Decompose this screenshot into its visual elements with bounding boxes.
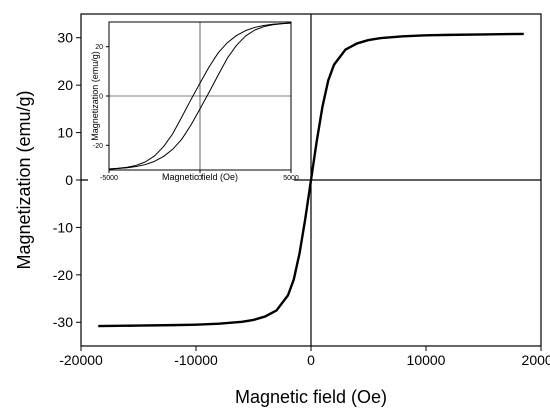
main-x-tick-label: 20000 — [522, 352, 550, 368]
inset-ticks: -5000 0 5000 -20 0 20 — [93, 44, 299, 182]
inset-y-axis-label: Magnetization (emu/g) — [90, 51, 100, 141]
main-x-tick-label: -10000 — [174, 352, 218, 368]
main-y-tick-label: 10 — [57, 124, 73, 140]
inset-y-tick-label: -20 — [93, 143, 103, 150]
main-y-tick-label: -30 — [53, 314, 73, 330]
inset-axes — [109, 22, 291, 170]
main-y-tick-label: 0 — [65, 172, 73, 188]
main-x-tick-label: 0 — [307, 352, 315, 368]
inset-x-axis-label: Magnetic field (Oe) — [162, 172, 238, 182]
inset-y-tick-label: 20 — [95, 44, 103, 51]
main-y-tick-label: -10 — [53, 219, 73, 235]
main-y-axis-label: Magnetization (emu/g) — [14, 90, 34, 269]
main-y-tick-label: 30 — [57, 30, 73, 46]
inset-series-line-0 — [108, 22, 292, 170]
main-x-axis-label: Magnetic field (Oe) — [235, 387, 387, 407]
inset-y-tick-label: 0 — [99, 93, 103, 100]
inset-x-tick-label: -5000 — [100, 175, 118, 182]
main-series-line-0 — [98, 32, 524, 328]
main-ticks: -20000 -10000 0 10000 20000 -30 -20 -10 0 10 20 30 — [53, 30, 550, 368]
inset-series-line-1 — [108, 22, 292, 170]
inset-series — [108, 22, 292, 170]
inset-x-tick-label: 5000 — [283, 175, 299, 182]
main-series — [98, 32, 524, 328]
main-x-tick-label: 10000 — [407, 352, 446, 368]
main-y-tick-label: -20 — [53, 267, 73, 283]
main-y-tick-label: 20 — [57, 77, 73, 93]
main-x-tick-label: -20000 — [59, 352, 103, 368]
inset-x-tick-label: 0 — [198, 175, 202, 182]
inset-background — [88, 19, 294, 184]
